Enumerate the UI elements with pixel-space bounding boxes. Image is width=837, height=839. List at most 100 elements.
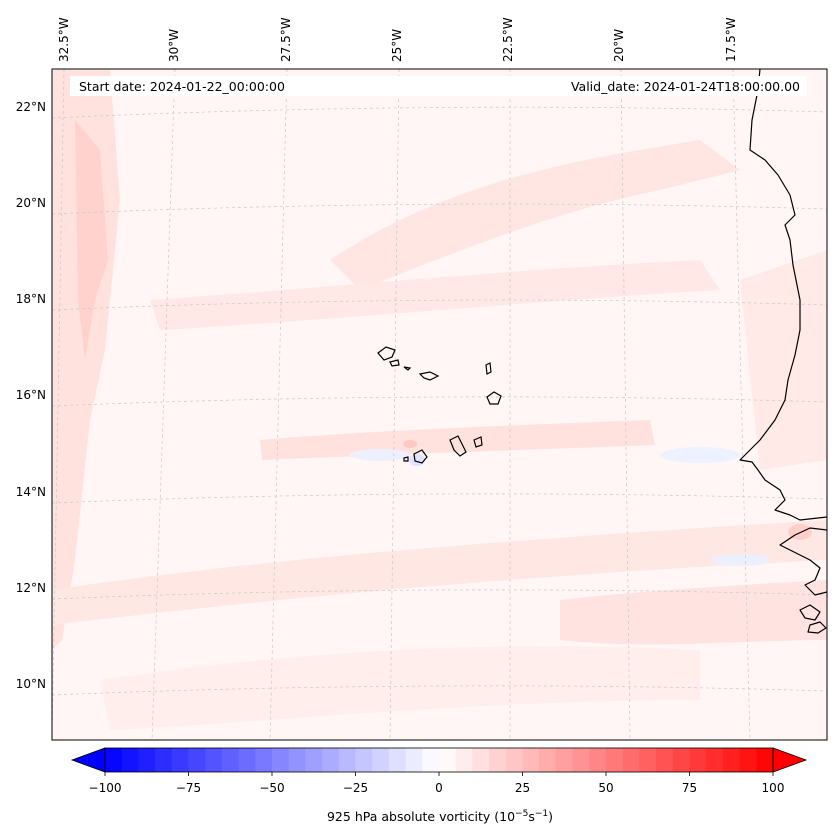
colorbar-cell	[722, 748, 741, 772]
colorbar-cell	[489, 748, 507, 772]
colorbar-tick-label: −25	[343, 781, 368, 795]
east-vorticity-patch	[740, 250, 827, 470]
colorbar-cell	[171, 748, 189, 772]
lon-label: 30°W	[167, 29, 181, 62]
colorbar-cell	[606, 748, 624, 772]
colorbar-cell	[221, 748, 240, 772]
colorbar-cell	[756, 748, 774, 772]
santo-antao-island	[377, 346, 396, 361]
colorbar-tick-label: 25	[515, 781, 530, 795]
colorbar-cell	[689, 748, 707, 772]
colorbar-cell	[472, 748, 490, 772]
north-vorticity-band	[330, 140, 740, 290]
lon-label: 32.5°W	[57, 17, 71, 62]
santiago-island	[449, 435, 467, 457]
coast-negative-vorticity	[710, 554, 770, 566]
colorbar-cell	[155, 748, 173, 772]
colorbar-cells	[105, 748, 774, 772]
santa-luzia-island	[403, 366, 412, 371]
colorbar-tick-label: −100	[89, 781, 122, 795]
central-vorticity-band	[150, 260, 720, 330]
colorbar-min-extension	[70, 747, 106, 773]
colorbar-cell	[121, 748, 139, 772]
longitude-gridlines	[52, 69, 751, 740]
sao-vicente-island	[389, 359, 400, 367]
colorbar-tick-label: 100	[762, 781, 785, 795]
island-positive-vorticity	[403, 440, 417, 448]
latitude-labels: 22°N 20°N 18°N 16°N 14°N 12°N 10°N	[16, 100, 46, 691]
colorbar-ticks	[104, 772, 774, 776]
lon-label: 27.5°W	[279, 17, 293, 62]
lat-label: 16°N	[16, 388, 46, 402]
colorbar-tick-label: 0	[435, 781, 443, 795]
south-vorticity-patch	[100, 646, 700, 730]
colorbar-cell	[388, 748, 407, 772]
colorbar-cell	[455, 748, 473, 772]
africa-coastline	[739, 69, 827, 634]
colorbar-cell	[706, 748, 724, 772]
colorbar-cell	[288, 748, 306, 772]
boa-vista-island	[486, 391, 502, 405]
colorbar-cell	[639, 748, 657, 772]
colorbar: −100 −75 −50 −25 0 25 50 75 100 925 hPa …	[70, 747, 808, 824]
lon-label: 17.5°W	[724, 17, 738, 62]
map-frame	[51, 68, 828, 741]
colorbar-cell	[338, 748, 356, 772]
colorbar-max-extension	[772, 747, 808, 773]
colorbar-label: 925 hPa absolute vorticity (10−5s−1)	[327, 809, 553, 824]
lat-label: 18°N	[16, 292, 46, 306]
colorbar-cell	[322, 748, 340, 772]
colorbar-cell	[238, 748, 256, 772]
island-wake-band	[260, 420, 655, 460]
colorbar-cell	[539, 748, 557, 772]
cape-verde-islands	[377, 346, 502, 464]
lon-label: 20°W	[612, 29, 626, 62]
colorbar-cell	[572, 748, 590, 772]
lon-label: 22.5°W	[501, 17, 515, 62]
longitude-labels: 32.5°W 30°W 27.5°W 25°W 22.5°W 20°W 17.5…	[57, 17, 738, 62]
colorbar-cell	[205, 748, 223, 772]
lat-label: 14°N	[16, 485, 46, 499]
colorbar-cell	[656, 748, 674, 772]
colorbar-cell	[255, 748, 273, 772]
colorbar-cell	[589, 748, 607, 772]
west-vorticity-core	[75, 120, 108, 360]
colorbar-cell	[439, 748, 457, 772]
colorbar-cell	[305, 748, 323, 772]
colorbar-tick-label: −50	[259, 781, 284, 795]
island-negative-vorticity	[409, 454, 425, 466]
colorbar-cell	[272, 748, 290, 772]
lon-label: 25°W	[390, 29, 404, 62]
colorbar-cell	[505, 748, 523, 772]
lat-label: 10°N	[16, 677, 46, 691]
colorbar-cell	[622, 748, 640, 772]
colorbar-cell	[372, 748, 390, 772]
fogo-island	[413, 449, 428, 464]
colorbar-cell	[555, 748, 574, 772]
colorbar-cell	[355, 748, 373, 772]
colorbar-cell	[739, 748, 757, 772]
maio-island	[473, 436, 483, 448]
brava-island	[403, 456, 409, 462]
colorbar-cell	[522, 748, 540, 772]
colorbar-tick-label: 75	[682, 781, 697, 795]
lat-label: 20°N	[16, 196, 46, 210]
header-box	[70, 76, 807, 96]
colorbar-cell	[188, 748, 206, 772]
colorbar-tick-label: 50	[598, 781, 613, 795]
colorbar-cell	[672, 748, 690, 772]
coast-negative-vorticity	[660, 447, 740, 463]
colorbar-tick-labels: −100 −75 −50 −25 0 25 50 75 100	[89, 781, 785, 795]
colorbar-cell	[105, 748, 123, 772]
south-vorticity-band	[52, 520, 827, 625]
start-date-label: Start date: 2024-01-22_00:00:00	[79, 79, 285, 94]
latitude-gridlines	[52, 106, 827, 696]
valid-date-label: Valid_date: 2024-01-24T18:00:00.00	[571, 79, 800, 94]
colorbar-cell	[138, 748, 156, 772]
southeast-vorticity-patch	[560, 580, 827, 645]
lat-label: 12°N	[16, 581, 46, 595]
lat-label: 22°N	[16, 100, 46, 114]
colorbar-cell	[405, 748, 423, 772]
colorbar-cell	[422, 748, 440, 772]
